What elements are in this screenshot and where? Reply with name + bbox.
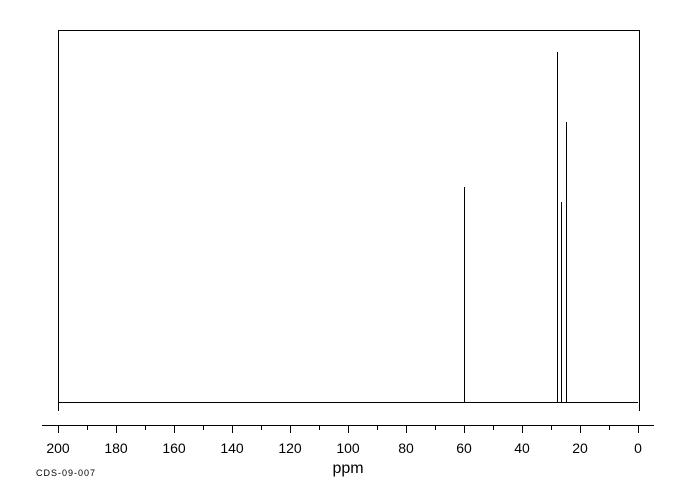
spectrum-peak — [566, 122, 567, 402]
tick-label: 60 — [456, 440, 472, 456]
tick-minor — [203, 425, 204, 430]
tick-major — [464, 425, 465, 433]
tick-minor — [493, 425, 494, 430]
tick-label: 160 — [162, 440, 185, 456]
tick-label: 180 — [104, 440, 127, 456]
tick-minor — [435, 425, 436, 430]
tick-label: 0 — [634, 440, 642, 456]
tick-minor — [551, 425, 552, 430]
tick-label: 140 — [220, 440, 243, 456]
tick-major — [232, 425, 233, 433]
tick-minor — [609, 425, 610, 430]
tick-label: 40 — [514, 440, 530, 456]
tick-minor — [87, 425, 88, 430]
tick-label: 120 — [278, 440, 301, 456]
tick-minor — [319, 425, 320, 430]
tick-minor — [377, 425, 378, 430]
tick-label: 200 — [46, 440, 69, 456]
tick-minor — [145, 425, 146, 430]
tick-major — [348, 425, 349, 433]
tick-label: 80 — [398, 440, 414, 456]
tick-major — [406, 425, 407, 433]
spectrum-peak — [561, 202, 562, 402]
x-axis-label: ppm — [332, 460, 363, 478]
tick-major — [116, 425, 117, 433]
plot-border — [58, 30, 640, 411]
tick-major — [638, 425, 639, 433]
nmr-spectrum-container: 200180160140120100806040200 ppm CDS-09-0… — [0, 0, 680, 500]
spectrum-peak — [557, 52, 558, 402]
tick-major — [290, 425, 291, 433]
spectrum-baseline — [58, 402, 638, 403]
tick-label: 100 — [336, 440, 359, 456]
tick-major — [58, 425, 59, 433]
tick-major — [174, 425, 175, 433]
tick-minor — [261, 425, 262, 430]
tick-label: 20 — [572, 440, 588, 456]
sample-id-label: CDS-09-007 — [36, 468, 96, 478]
tick-major — [580, 425, 581, 433]
spectrum-peak — [464, 187, 465, 402]
tick-major — [522, 425, 523, 433]
